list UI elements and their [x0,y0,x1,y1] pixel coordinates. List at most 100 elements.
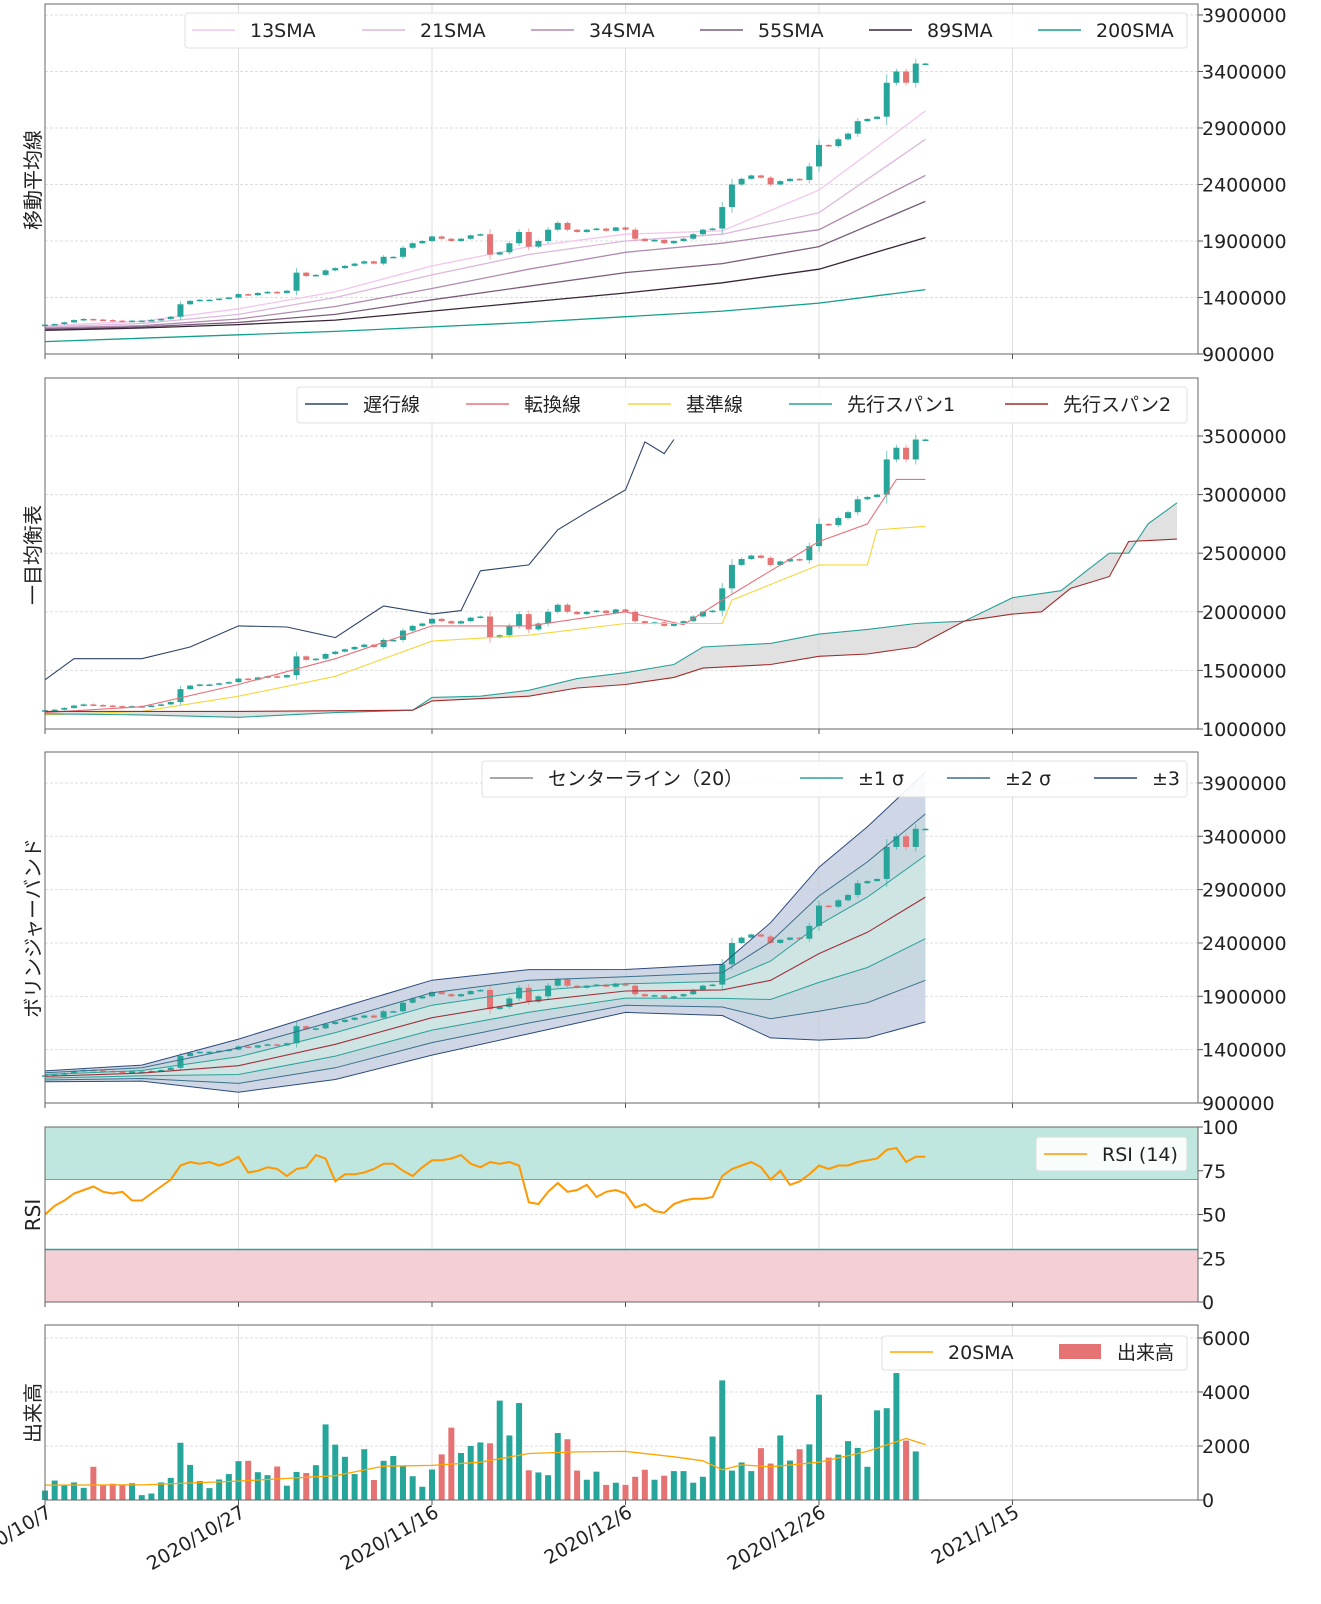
candle [438,236,445,239]
y-tick-label: 3500000 [1202,426,1287,448]
volume-bar [738,1462,745,1500]
volume-bar [535,1472,542,1500]
y-tick-label: 1000000 [1202,719,1287,741]
y-tick-label: 2000 [1202,1436,1250,1458]
band-fill [45,813,926,1084]
volume-bar [119,1485,126,1500]
y-axis-label: RSI [21,1199,45,1232]
volume-bar [283,1485,290,1500]
volume-bar [767,1463,774,1500]
candle [922,63,929,66]
candle [216,683,223,685]
candle [177,689,184,703]
candle [554,222,561,230]
candle [71,320,78,323]
volume-bar [71,1482,78,1500]
candle [912,828,919,847]
candle [632,611,639,622]
candle [806,166,813,180]
candle [883,459,890,495]
candle [554,979,561,986]
candle [825,523,832,526]
candle [535,996,542,1002]
volume-bar [622,1484,629,1500]
candle [322,1024,329,1029]
volume-bar [206,1488,213,1500]
candle [196,684,203,686]
candle [119,1071,126,1074]
oversold-zone [45,1249,1198,1302]
volume-bar [612,1482,619,1500]
candle [728,564,735,589]
candle [641,621,648,624]
candle [496,252,503,255]
y-tick-label: 3400000 [1202,61,1287,83]
candle [709,984,716,987]
candle [525,614,532,630]
candle [187,685,194,690]
volume-bar [390,1455,397,1500]
panel-2: 1000000 1500000 2000000 2500000 3000000 35000… [21,378,1287,741]
volume-bar [903,1440,910,1500]
candle [158,318,165,321]
candle [622,609,629,612]
candle [699,985,706,990]
y-tick-label: 2400000 [1202,933,1287,955]
candle [612,609,619,613]
volume-bar [80,1487,87,1500]
candle [786,178,793,182]
candle [661,622,668,626]
legend-label: センターライン（20） [548,768,743,790]
volume-bar [158,1482,165,1500]
legend-box [481,760,1188,798]
volume-bar [564,1439,571,1500]
legend-box [881,1335,1188,1371]
legend-label: 13SMA [250,20,316,42]
candle [593,610,600,613]
volume-bar [651,1479,658,1500]
plot-area [45,4,1198,354]
volume-bar [148,1493,155,1500]
volume-bar [225,1474,232,1500]
volume-bar [748,1471,755,1500]
volume-bar [51,1480,58,1500]
legend-box [184,12,1188,49]
candle [854,499,861,513]
candle [399,247,406,257]
candle [748,555,755,560]
y-tick-label: 2900000 [1202,118,1287,140]
y-tick-label: 0 [1202,1292,1214,1314]
y-axis-label: ボリンジャーバンド [21,838,45,1018]
candle [206,299,213,302]
y-tick-label: 2500000 [1202,543,1287,565]
sma-line [44,110,926,327]
volume-bar [845,1441,852,1500]
y-tick-label: 1900000 [1202,986,1287,1008]
candle [816,144,822,167]
candle [487,234,494,255]
candle [680,621,687,624]
candle [419,240,426,244]
legend-label: 21SMA [420,20,486,42]
candle [100,319,107,322]
band-line [44,938,926,1079]
candle [767,177,774,185]
candle [206,684,213,686]
candle [438,992,445,995]
candle [603,610,610,613]
legend-label: ±2 σ [1005,768,1051,790]
volume-bar [864,1466,871,1500]
volume-bar [370,1480,377,1500]
candle [148,705,155,708]
candle [574,229,581,232]
candle [109,705,116,708]
candle [196,1051,203,1054]
volume-bar [274,1466,281,1500]
volume-bar [380,1460,387,1500]
candle [883,846,890,879]
sma-line [44,138,926,328]
candle [516,614,523,626]
candle [167,702,174,705]
candle [922,828,929,831]
candle [738,178,745,185]
